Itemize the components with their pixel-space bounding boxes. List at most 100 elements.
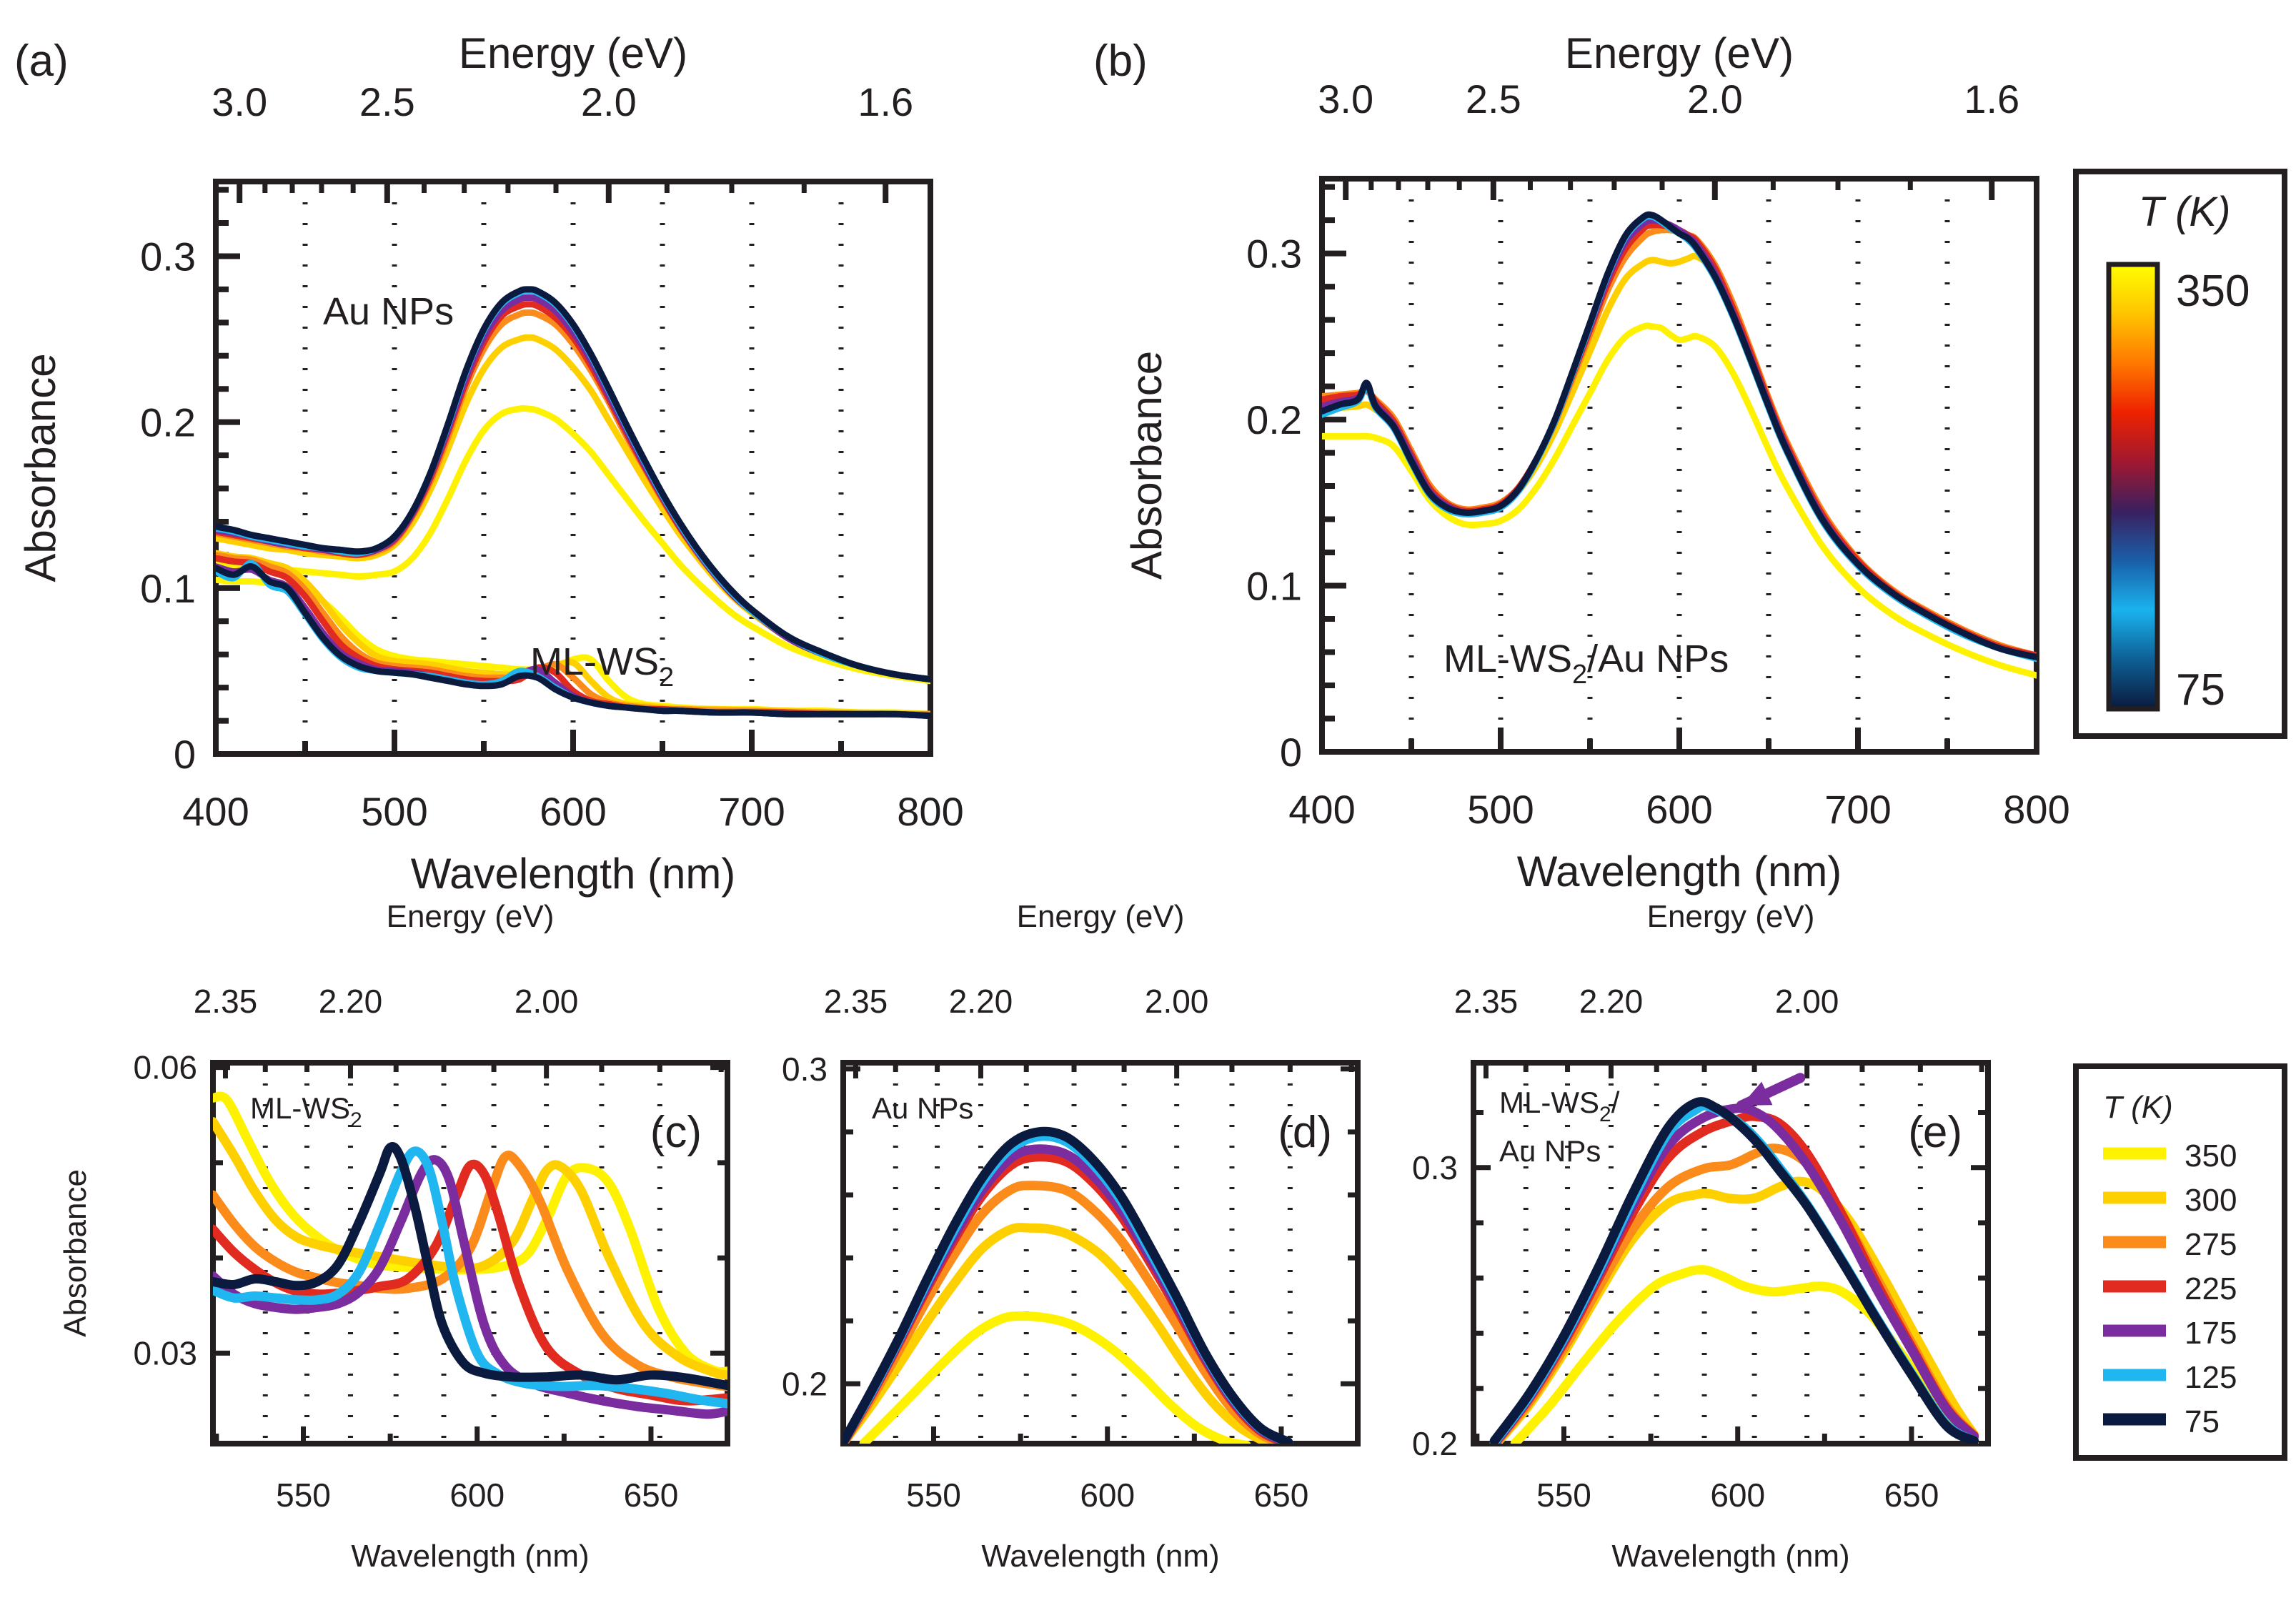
colorbar-legend[interactable]: T (K) 350 75 [2073,169,2287,739]
bottom-axis-title: Wavelength (nm) [411,850,736,898]
panel-letter: (e) [1908,1108,1962,1157]
y-tick-label: 0.2 [1246,397,1302,442]
bottom-tick-label: 500 [361,789,427,834]
legend-entry-label: 300 [2185,1183,2237,1218]
spectrum-curve [213,1142,727,1391]
y-tick-label: 0.3 [140,234,196,279]
panel-b: (b) Energy (eV) 3.0 2.5 2.0 1.6 400 500 600 700 80… [1093,29,2070,895]
plot-frame-b [1319,176,2039,755]
top-tick-label: 2.0 [1687,76,1743,121]
curves-d [843,1126,1293,1444]
panel-letter: (c) [650,1108,702,1157]
top-tick-label: 3.0 [212,79,267,124]
top-axis-title: Energy (eV) [1565,29,1794,77]
curves-b [1322,211,2037,679]
curves-c [213,1091,727,1419]
top-axis-title: Energy (eV) [1017,899,1185,934]
spectrum-curve [1322,322,2037,679]
top-tick-label: 2.35 [824,983,888,1020]
legend-title: T (K) [2103,1090,2173,1125]
spectrum-curve [213,1146,727,1409]
y-axis-title: Absorbance [16,353,64,582]
colorbar-title: T (K) [2139,189,2231,235]
y-tick-label: 0.3 [1246,232,1302,277]
top-axis-title: Energy (eV) [459,29,687,77]
bottom-axis-title: Wavelength (nm) [1517,848,1842,895]
y-axis-title: Absorbance [1123,351,1171,580]
legend-entry-label: 350 [2185,1138,2237,1173]
panel-letter: (d) [1278,1108,1332,1157]
top-tick-label: 3.0 [1318,76,1373,121]
bottom-tick-label: 800 [2003,787,2069,832]
curves-e [1489,1097,1979,1444]
top-tick-label: 2.5 [1466,76,1521,121]
colorbar-min-label: 75 [2176,665,2225,715]
bottom-tick-label: 550 [906,1476,961,1514]
spectrum-curve [1322,211,2037,660]
plot-frame-a [213,179,933,757]
bottom-tick-label: 550 [276,1476,331,1514]
spectrum-curve [1490,1176,1979,1444]
bottom-axis-title: Wavelength (nm) [1611,1539,1849,1574]
spectrum-curve [216,286,930,683]
spectrum-curve [216,404,930,685]
legend-entry-label: 225 [2185,1271,2237,1306]
bottom-tick-label: 700 [718,789,785,834]
panel-d: Energy (eV) 2.35 2.20 2.00 550 600 650 Waveleng… [782,899,1361,1574]
spectrum-curve [216,563,930,720]
top-axis-title: Energy (eV) [1647,899,1815,934]
spectrum-curve [213,1117,727,1380]
y-tick-label: 0.06 [133,1049,197,1086]
legend-entry-label: 75 [2185,1404,2220,1439]
bottom-tick-label: 650 [1254,1476,1309,1514]
y-tick-label: 0.03 [133,1334,197,1371]
y-tick-label: 0.2 [782,1365,828,1402]
top-tick-label: 2.20 [1579,983,1644,1020]
top-tick-label: 2.00 [515,983,579,1020]
bottom-tick-label: 400 [1288,787,1355,832]
line-legend[interactable]: T (K) 350 300 275 225 175 125 75 [2073,1063,2287,1461]
bottom-tick-label: 400 [182,789,249,834]
y-tick-label: 0.2 [140,400,196,445]
legend-entry-label: 125 [2185,1360,2237,1395]
coupling-arrow-head [1741,1081,1773,1106]
spectrum-curve [859,1311,1251,1444]
bottom-axis-title: Wavelength (nm) [981,1539,1219,1574]
bottom-tick-label: 550 [1536,1476,1591,1514]
spectrum-curve [213,1091,727,1377]
top-axis-title: Energy (eV) [387,899,555,934]
bottom-tick-label: 800 [897,789,963,834]
annotation-au-nps: Au NPs [323,290,454,333]
top-tick-label: 2.20 [949,983,1013,1020]
bottom-tick-label: 650 [624,1476,679,1514]
y-tick-label: 0 [1280,730,1302,775]
plot-frame-d [840,1060,1361,1446]
top-tick-label: 2.35 [194,983,258,1020]
colorbar-gradient[interactable] [2106,262,2160,712]
panel-letter: (b) [1093,36,1148,86]
panel-letter: (a) [14,36,69,86]
spectrum-curve [1322,252,2037,660]
annotation-au-nps-line2: Au NPs [1499,1134,1601,1168]
y-tick-label: 0.3 [782,1051,828,1088]
panel-e: Energy (eV) 2.35 2.20 2.00 550 600 650 Waveleng… [1412,899,1991,1574]
panel-a: (a) Energy (eV) 3.0 2.5 2.0 1.6 400 500 600 700 80… [14,29,964,898]
y-axis-title: Absorbance [58,1169,93,1337]
annotation-au-nps: Au NPs [872,1091,973,1125]
y-tick-label: 0 [174,732,196,777]
top-tick-label: 2.5 [359,79,415,124]
top-tick-label: 2.00 [1775,983,1839,1020]
bottom-tick-label: 650 [1884,1476,1939,1514]
spectrum-curve [843,1223,1273,1444]
top-tick-label: 2.0 [581,79,637,124]
spectrum-curve [843,1126,1293,1444]
bottom-tick-label: 600 [1080,1476,1135,1514]
bottom-tick-label: 600 [540,789,606,834]
legend-entry-label: 275 [2185,1227,2237,1262]
curves-a [216,286,930,720]
y-tick-label: 0.1 [140,566,196,611]
top-tick-label: 2.20 [319,983,383,1020]
spectrum-curve [1322,222,2037,659]
